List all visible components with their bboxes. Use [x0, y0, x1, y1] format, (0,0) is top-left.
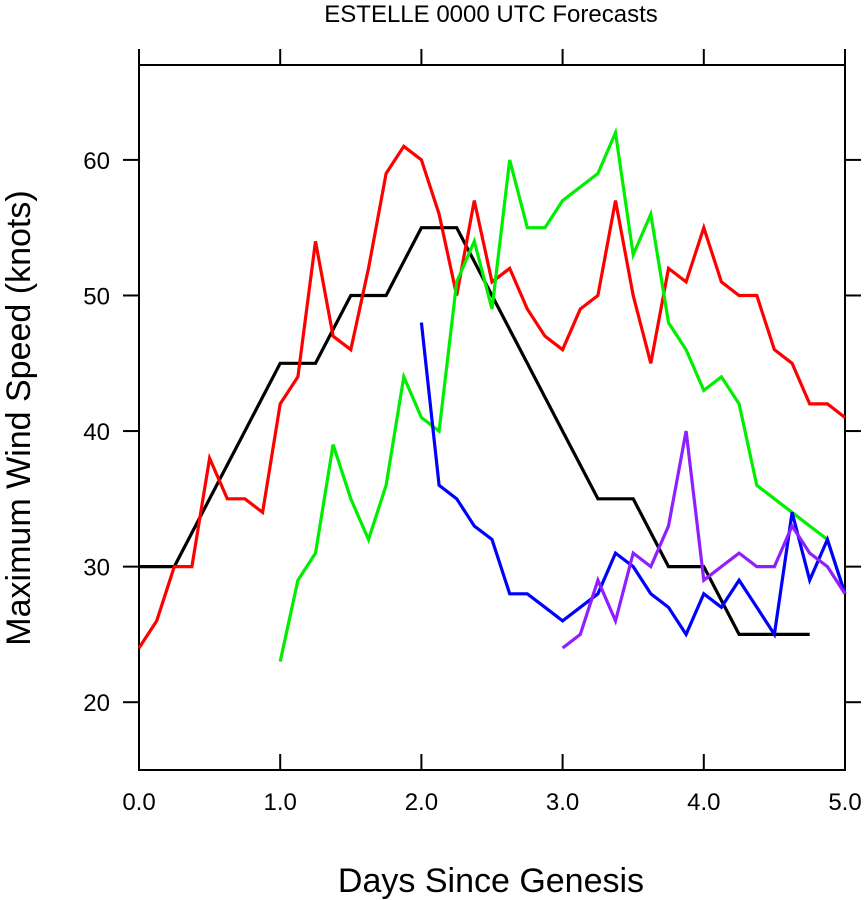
tick-labels: 0.0 1.0 2.0 3.0 4.0 5.0 20 30 40 50 60 [83, 148, 861, 816]
y-tick-label: 30 [83, 555, 110, 582]
x-tick-label: 1.0 [264, 789, 297, 816]
chart-title: ESTELLE 0000 UTC Forecasts [324, 1, 657, 28]
x-tick-label: 5.0 [828, 789, 861, 816]
y-axis-label: Maximum Wind Speed (knots) [0, 190, 38, 645]
series-line-3 [419, 322, 847, 639]
x-tick-label: 3.0 [546, 789, 579, 816]
y-tick-label: 60 [83, 148, 110, 175]
series-line-2 [278, 126, 847, 662]
plot-frame [138, 64, 846, 771]
x-axis-label: Days Since Genesis [338, 862, 644, 900]
y-tick-label: 50 [83, 283, 110, 310]
y-tick-label: 40 [83, 419, 110, 446]
series-layer [137, 126, 847, 662]
x-tick-label: 0.0 [122, 789, 155, 816]
y-tick-label: 20 [83, 690, 110, 717]
series-line-4 [561, 430, 847, 650]
x-tick-label: 2.0 [405, 789, 438, 816]
series-line-1 [137, 143, 846, 649]
axis-ticks [123, 49, 861, 770]
series-line-0 [139, 226, 810, 637]
x-tick-label: 4.0 [687, 789, 720, 816]
